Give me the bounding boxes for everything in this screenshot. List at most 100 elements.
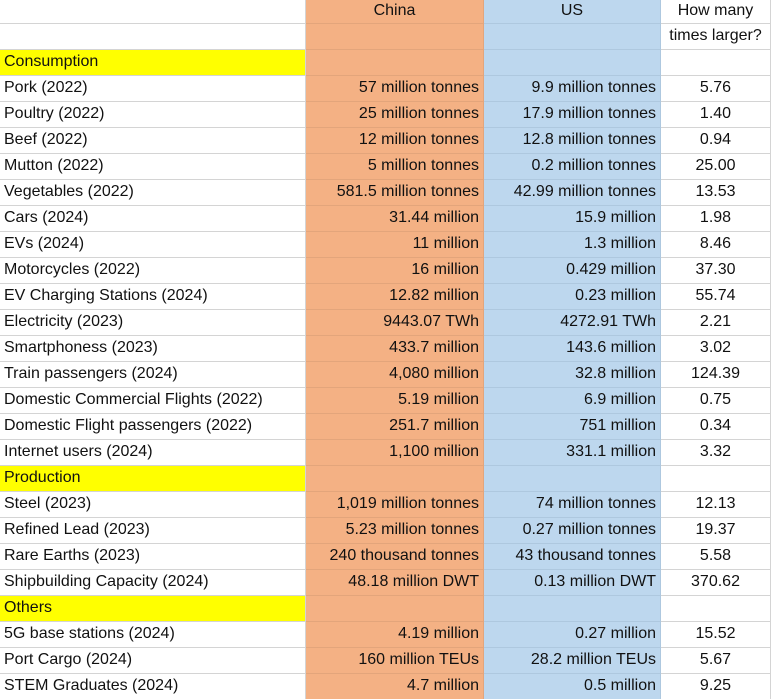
row-label: EV Charging Stations (2024): [0, 284, 306, 310]
row-label: Beef (2022): [0, 128, 306, 154]
us-value: 43 thousand tonnes: [484, 544, 661, 570]
row-label: Domestic Flight passengers (2022): [0, 414, 306, 440]
ratio-value: 2.21: [661, 310, 771, 336]
china-value: 25 million tonnes: [306, 102, 484, 128]
ratio-value: 0.75: [661, 388, 771, 414]
row-label: STEM Graduates (2024): [0, 674, 306, 699]
china-value: 12.82 million: [306, 284, 484, 310]
row-label: 5G base stations (2024): [0, 622, 306, 648]
row-label: Vegetables (2022): [0, 180, 306, 206]
row-label: Poultry (2022): [0, 102, 306, 128]
empty-cell: [484, 50, 661, 76]
header-ratio: How many: [661, 0, 771, 24]
header-blank: [0, 24, 306, 50]
row-label: Electricity (2023): [0, 310, 306, 336]
us-value: 0.27 million tonnes: [484, 518, 661, 544]
empty-cell: [306, 50, 484, 76]
china-value: 433.7 million: [306, 336, 484, 362]
china-value: 57 million tonnes: [306, 76, 484, 102]
empty-cell: [484, 466, 661, 492]
china-value: 12 million tonnes: [306, 128, 484, 154]
section-label: Production: [0, 466, 306, 492]
empty-cell: [306, 466, 484, 492]
china-value: 5.23 million tonnes: [306, 518, 484, 544]
china-value: 11 million: [306, 232, 484, 258]
ratio-value: 124.39: [661, 362, 771, 388]
empty-cell: [484, 596, 661, 622]
us-value: 74 million tonnes: [484, 492, 661, 518]
row-label: Motorcycles (2022): [0, 258, 306, 284]
empty-cell: [306, 596, 484, 622]
ratio-value: 5.76: [661, 76, 771, 102]
row-label: Shipbuilding Capacity (2024): [0, 570, 306, 596]
header-blank: [306, 24, 484, 50]
ratio-value: 5.67: [661, 648, 771, 674]
row-label: Train passengers (2024): [0, 362, 306, 388]
header-blank: [0, 0, 306, 24]
china-value: 1,100 million: [306, 440, 484, 466]
row-label: Port Cargo (2024): [0, 648, 306, 674]
china-value: 31.44 million: [306, 206, 484, 232]
us-value: 32.8 million: [484, 362, 661, 388]
us-value: 12.8 million tonnes: [484, 128, 661, 154]
us-value: 0.429 million: [484, 258, 661, 284]
us-value: 6.9 million: [484, 388, 661, 414]
header-china: China: [306, 0, 484, 24]
ratio-value: 12.13: [661, 492, 771, 518]
ratio-value: 3.02: [661, 336, 771, 362]
section-label: Consumption: [0, 50, 306, 76]
us-value: 0.5 million: [484, 674, 661, 699]
china-value: 5 million tonnes: [306, 154, 484, 180]
ratio-value: 0.34: [661, 414, 771, 440]
row-label: Mutton (2022): [0, 154, 306, 180]
us-value: 0.2 million tonnes: [484, 154, 661, 180]
china-value: 16 million: [306, 258, 484, 284]
us-value: 0.27 million: [484, 622, 661, 648]
ratio-value: 3.32: [661, 440, 771, 466]
ratio-value: 1.98: [661, 206, 771, 232]
china-value: 1,019 million tonnes: [306, 492, 484, 518]
china-value: 5.19 million: [306, 388, 484, 414]
us-value: 17.9 million tonnes: [484, 102, 661, 128]
china-value: 251.7 million: [306, 414, 484, 440]
china-value: 240 thousand tonnes: [306, 544, 484, 570]
ratio-value: 9.25: [661, 674, 771, 699]
ratio-value: 370.62: [661, 570, 771, 596]
china-value: 581.5 million tonnes: [306, 180, 484, 206]
row-label: Cars (2024): [0, 206, 306, 232]
us-value: 751 million: [484, 414, 661, 440]
ratio-value: 13.53: [661, 180, 771, 206]
china-value: 9443.07 TWh: [306, 310, 484, 336]
china-value: 48.18 million DWT: [306, 570, 484, 596]
ratio-value: 25.00: [661, 154, 771, 180]
row-label: Steel (2023): [0, 492, 306, 518]
row-label: Smartphoness (2023): [0, 336, 306, 362]
row-label: EVs (2024): [0, 232, 306, 258]
china-value: 4.7 million: [306, 674, 484, 699]
us-value: 1.3 million: [484, 232, 661, 258]
us-value: 42.99 million tonnes: [484, 180, 661, 206]
us-value: 0.23 million: [484, 284, 661, 310]
row-label: Domestic Commercial Flights (2022): [0, 388, 306, 414]
ratio-value: 1.40: [661, 102, 771, 128]
ratio-value: 5.58: [661, 544, 771, 570]
section-label: Others: [0, 596, 306, 622]
empty-cell: [661, 466, 771, 492]
us-value: 15.9 million: [484, 206, 661, 232]
ratio-value: 19.37: [661, 518, 771, 544]
ratio-value: 8.46: [661, 232, 771, 258]
row-label: Internet users (2024): [0, 440, 306, 466]
row-label: Rare Earths (2023): [0, 544, 306, 570]
ratio-value: 37.30: [661, 258, 771, 284]
ratio-value: 55.74: [661, 284, 771, 310]
ratio-value: 15.52: [661, 622, 771, 648]
empty-cell: [661, 50, 771, 76]
china-value: 160 million TEUs: [306, 648, 484, 674]
us-value: 9.9 million tonnes: [484, 76, 661, 102]
us-value: 4272.91 TWh: [484, 310, 661, 336]
china-value: 4.19 million: [306, 622, 484, 648]
row-label: Pork (2022): [0, 76, 306, 102]
us-value: 143.6 million: [484, 336, 661, 362]
header-ratio: times larger?: [661, 24, 771, 50]
